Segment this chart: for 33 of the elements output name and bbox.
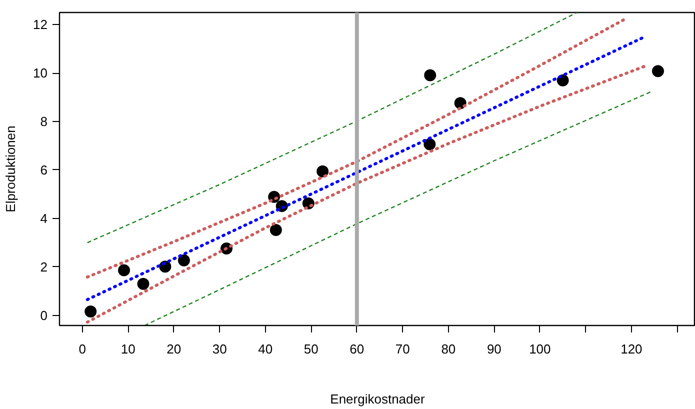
point (270, 224, 282, 236)
y-tick-label: 6 (40, 162, 48, 178)
x-tick-label: 90 (486, 342, 502, 356)
line-series (86, 64, 648, 324)
x-tick-label: 120 (620, 342, 642, 356)
line-series (144, 90, 652, 326)
x-axis-title: Energikostnader (330, 392, 426, 406)
y-axis-title: Elproduktionen (3, 126, 18, 212)
y-tick-label: 10 (33, 66, 48, 81)
y-tick-label: 2 (40, 259, 48, 274)
x-tick-label: 100 (529, 342, 551, 356)
x-tick-label: 30 (212, 342, 227, 356)
point (118, 264, 130, 276)
x-tick-label: 0 (78, 342, 86, 356)
x-tick-label: 10 (120, 342, 136, 356)
y-tick-label: 12 (33, 17, 48, 32)
point (178, 254, 190, 266)
point (316, 165, 329, 178)
y-tick-label: 8 (40, 114, 48, 130)
x-tick-label: 80 (441, 342, 456, 356)
x-tick-label: 50 (304, 342, 318, 356)
x-tick-label: 60 (350, 342, 364, 356)
x-tick-label: 70 (395, 342, 410, 356)
x-tick-label: 40 (258, 342, 273, 356)
point (84, 305, 97, 318)
y-tick-label: 4 (40, 210, 48, 226)
x-tick-label: 20 (166, 342, 182, 356)
point (424, 138, 436, 150)
point (652, 65, 664, 78)
line-series (86, 12, 578, 244)
point (424, 69, 436, 82)
y-tick-label: 0 (40, 308, 48, 323)
point (137, 278, 150, 290)
